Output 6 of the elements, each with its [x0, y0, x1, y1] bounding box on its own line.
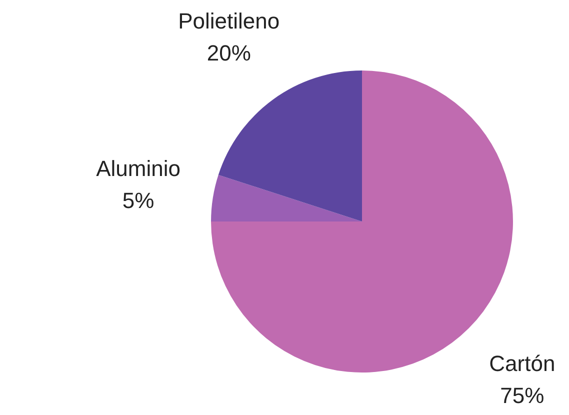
data-label: 20%	[206, 40, 251, 66]
slice-label: Cartón	[489, 351, 556, 376]
data-label: 75%	[500, 383, 544, 408]
slice-label: Aluminio	[96, 156, 180, 182]
slice-label: Polietileno	[178, 8, 280, 34]
data-label: 5%	[122, 188, 154, 214]
